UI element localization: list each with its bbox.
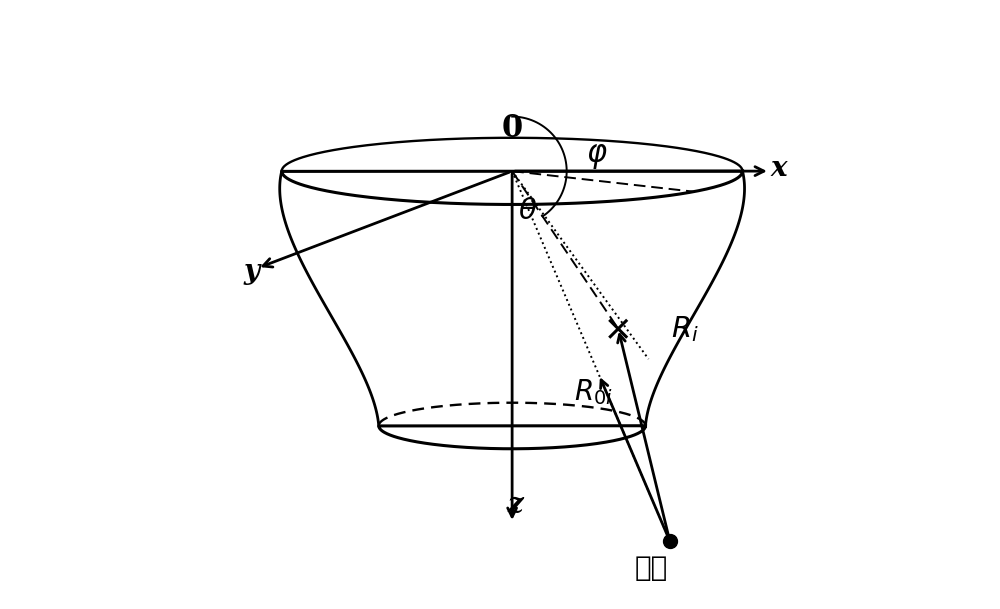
Text: z: z [507, 491, 523, 518]
Text: 信源: 信源 [635, 554, 668, 582]
Text: $\varphi$: $\varphi$ [586, 141, 608, 172]
Text: 0: 0 [502, 113, 523, 144]
Text: x: x [771, 155, 787, 181]
Text: $\theta$: $\theta$ [518, 197, 537, 225]
Text: y: y [243, 258, 260, 284]
Text: $R_{0i}$: $R_{0i}$ [574, 378, 613, 407]
Text: $R_i$: $R_i$ [671, 314, 699, 343]
